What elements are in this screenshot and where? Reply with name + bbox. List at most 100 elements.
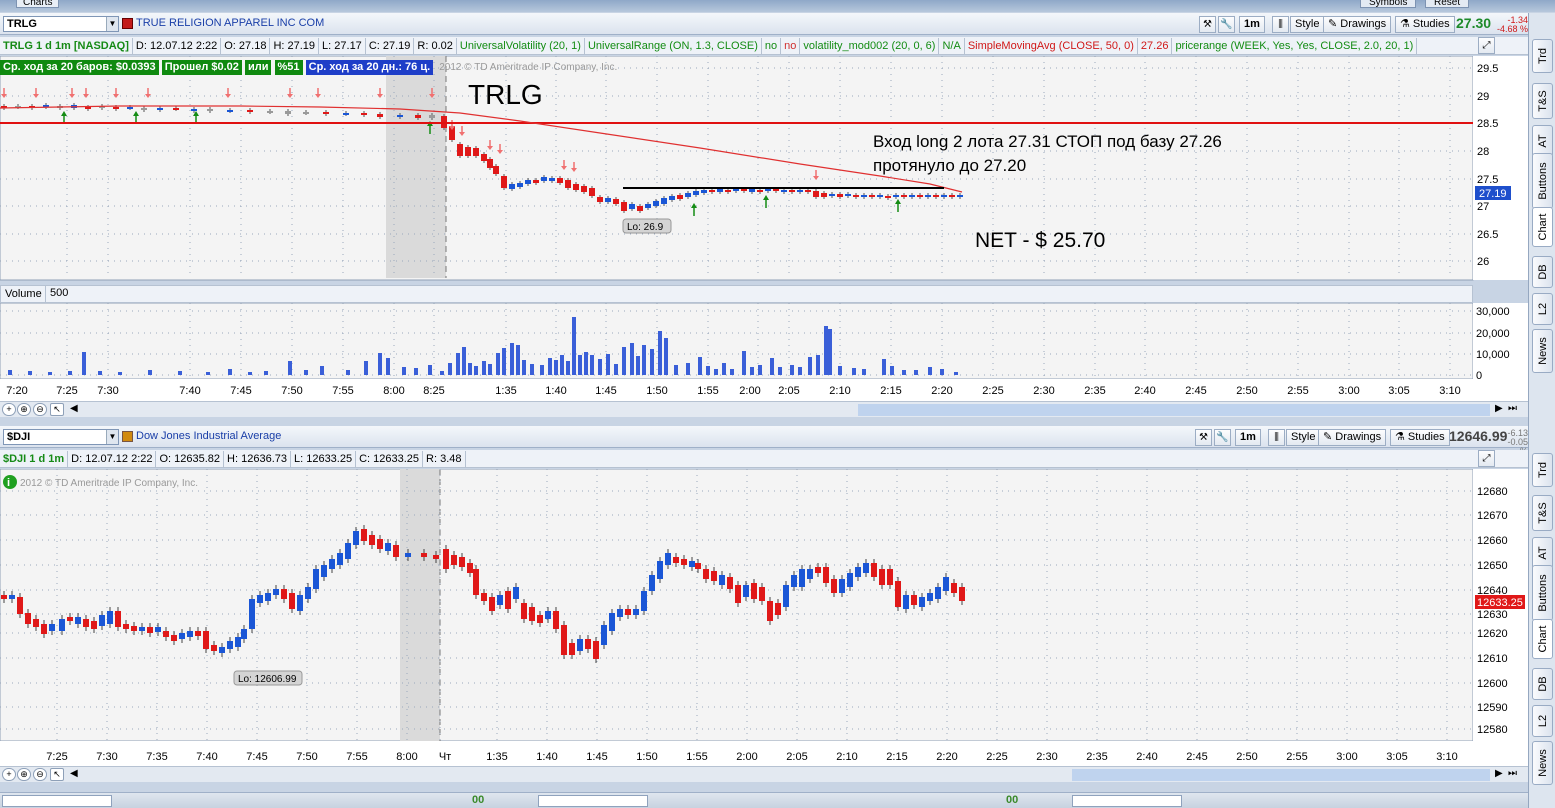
trlg-time-tick: 2:10: [829, 385, 850, 397]
sidebar-tab-buttons[interactable]: Buttons: [1532, 153, 1553, 209]
zoom-out-icon[interactable]: ⊖: [33, 403, 47, 416]
dji-price-chart[interactable]: 12680 12670 12660 12650 12640 12630 12620 12610…: [0, 469, 1528, 741]
dji-price-tick: 12590: [1477, 702, 1508, 714]
trlg-time-tick: 3:05: [1388, 385, 1409, 397]
expand-icon[interactable]: ⤢: [1478, 37, 1495, 54]
dji-study-bar: $DJI 1 d 1m D: 12.07.12 2:22 O: 12635.82 H:…: [0, 450, 1478, 468]
candle-body: [91, 621, 97, 629]
scroll-right-icon[interactable]: ▶: [1495, 768, 1503, 779]
sidebar-tab-buttons-2[interactable]: Buttons: [1532, 565, 1553, 621]
study-universal-range[interactable]: UniversalRange (ON, 1.3, CLOSE): [585, 38, 762, 54]
trlg-time-tick: 3:10: [1439, 385, 1460, 397]
candle-body: [585, 639, 591, 649]
settings-icon[interactable]: ⚒: [1199, 16, 1216, 33]
volume-tick: 10,000: [1476, 349, 1510, 361]
symbols-button[interactable]: Symbols: [1360, 0, 1417, 8]
study-sma[interactable]: SimpleMovingAvg (CLOSE, 50, 0): [965, 38, 1138, 54]
bottom-symbol-input-2[interactable]: [538, 795, 648, 807]
dji-drawings-button[interactable]: ✎ Drawings: [1318, 429, 1387, 446]
trlg-scrollbar-thumb[interactable]: [858, 404, 1490, 416]
wrench-icon[interactable]: 🔧: [1218, 16, 1235, 33]
flag-icon[interactable]: [122, 431, 133, 442]
down-arrow-head: [1, 94, 7, 98]
pointer-icon[interactable]: ↖: [50, 768, 64, 781]
candle-body: [839, 579, 845, 593]
candle-body: [879, 569, 885, 585]
trlg-price-chart[interactable]: 29.5 29 28.5 28 27.5 27 26.5 26 27.19 TRLG Вход…: [0, 56, 1528, 284]
zoom-out-icon[interactable]: ⊖: [33, 768, 47, 781]
candle-body: [823, 567, 829, 583]
trlg-chart-title[interactable]: TRLG 1 d 1m [NASDAQ]: [0, 38, 133, 54]
sidebar-tab-trd[interactable]: Trd: [1532, 39, 1553, 73]
volume-bar: [304, 370, 308, 375]
sidebar-tab-trd-2[interactable]: Trd: [1532, 453, 1553, 487]
candle-body: [449, 126, 455, 140]
zoom-in-icon[interactable]: ⊕: [17, 403, 31, 416]
trlg-time-tick: 8:00: [383, 385, 404, 397]
reset-button[interactable]: Reset: [1425, 0, 1470, 8]
down-arrow-head: [33, 94, 39, 98]
volume-bar: [686, 363, 690, 375]
candle-body: [141, 108, 147, 110]
dji-symbol-input[interactable]: $DJI ▼: [3, 429, 119, 445]
sidebar-tab-db[interactable]: DB: [1532, 256, 1553, 288]
bottom-symbol-input-1[interactable]: [2, 795, 112, 807]
zoom-fit-icon[interactable]: +: [2, 403, 16, 416]
candles-icon[interactable]: ⫼: [1268, 429, 1285, 446]
sidebar-tab-db-2[interactable]: DB: [1532, 668, 1553, 700]
sidebar-tab-chart[interactable]: Chart: [1532, 207, 1553, 247]
trlg-drawings-button[interactable]: ✎ Drawings: [1323, 16, 1392, 33]
bottom-symbol-input-3[interactable]: [1072, 795, 1182, 807]
trlg-session-gap: [386, 56, 446, 278]
dji-studies-button[interactable]: ⚗ Studies: [1390, 429, 1450, 446]
expand-icon[interactable]: ⤢: [1478, 450, 1495, 467]
sidebar-tab-news-2[interactable]: News: [1532, 741, 1553, 785]
study-universal-volatility[interactable]: UniversalVolatility (20, 1): [457, 38, 585, 54]
dji-candles: [1, 525, 965, 663]
volume-bar: [862, 369, 866, 375]
dji-scrollbar-thumb[interactable]: [1072, 769, 1490, 781]
volume-tick: 20,000: [1476, 328, 1510, 340]
candle-body: [473, 148, 479, 156]
sidebar-tab-ts[interactable]: T&S: [1532, 83, 1553, 119]
dji-chart-title[interactable]: $DJI 1 d 1m: [0, 451, 69, 467]
dji-info-low: L: 12633.25: [291, 451, 357, 467]
scroll-left-icon[interactable]: ◀: [70, 403, 78, 414]
scroll-end-icon[interactable]: ⏭: [1508, 768, 1517, 779]
volume-chart[interactable]: 30,000 20,000 10,000 0: [0, 303, 1528, 379]
wrench-icon[interactable]: 🔧: [1214, 429, 1231, 446]
dji-style-button[interactable]: Style: [1286, 429, 1321, 446]
study-pricerange[interactable]: pricerange (WEEK, Yes, Yes, CLOSE, 2.0, …: [1172, 38, 1418, 54]
candle-body: [247, 110, 253, 112]
chevron-down-icon[interactable]: ▼: [106, 430, 118, 444]
trlg-studies-button[interactable]: ⚗ Studies: [1395, 16, 1455, 33]
scroll-left-icon[interactable]: ◀: [70, 768, 78, 779]
trlg-time-tick: 2:35: [1084, 385, 1105, 397]
volume-bar: [68, 371, 72, 375]
settings-icon[interactable]: ⚒: [1195, 429, 1212, 446]
scroll-end-icon[interactable]: ⏭: [1508, 403, 1517, 414]
sidebar-tab-chart-2[interactable]: Chart: [1532, 619, 1553, 659]
sidebar-tab-news[interactable]: News: [1532, 329, 1553, 373]
sidebar-tab-l2[interactable]: L2: [1532, 293, 1553, 325]
candle-body: [467, 563, 473, 573]
study-volatility-mod[interactable]: volatility_mod002 (20, 0, 6): [800, 38, 940, 54]
charts-tab[interactable]: Charts: [16, 0, 60, 8]
trlg-symbol-input[interactable]: TRLG ▼: [3, 16, 119, 32]
volume-bar: [440, 371, 444, 375]
sidebar-tab-ts-2[interactable]: T&S: [1532, 495, 1553, 531]
flag-icon[interactable]: [122, 18, 133, 29]
pointer-icon[interactable]: ↖: [50, 403, 64, 416]
zoom-in-icon[interactable]: ⊕: [17, 768, 31, 781]
dji-period-button[interactable]: 1m: [1235, 429, 1261, 446]
scroll-right-icon[interactable]: ▶: [1495, 403, 1503, 414]
candles-icon[interactable]: ⫼: [1272, 16, 1289, 33]
trlg-period-button[interactable]: 1m: [1239, 16, 1265, 33]
chevron-down-icon[interactable]: ▼: [106, 17, 118, 31]
candle-body: [533, 180, 539, 183]
trlg-style-button[interactable]: Style: [1290, 16, 1325, 33]
zoom-fit-icon[interactable]: +: [2, 768, 16, 781]
sidebar-tab-l2-2[interactable]: L2: [1532, 705, 1553, 737]
candle-body: [933, 195, 939, 197]
volume-bar: [882, 359, 886, 375]
